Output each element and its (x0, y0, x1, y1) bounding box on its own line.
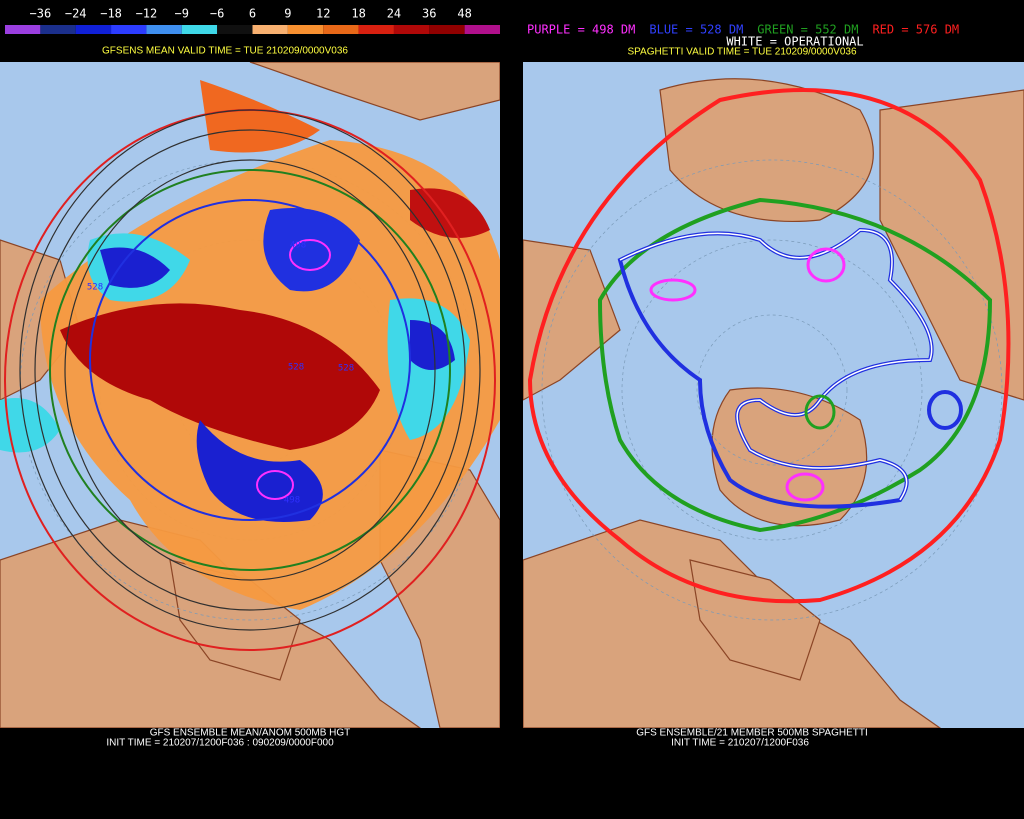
colorbar-label: −6 (210, 7, 224, 21)
left-footer: GFS ENSEMBLE MEAN/ANOM 500MB HGT (150, 728, 351, 739)
colorbar-label: −18 (100, 7, 122, 21)
right-map (523, 62, 1024, 728)
legend-entry: BLUE = 528 DM (649, 23, 743, 37)
colorbar-label: 12 (316, 7, 330, 21)
colorbar-label: 36 (422, 7, 436, 21)
right-footer: GFS ENSEMBLE/21 MEMBER 500MB SPAGHETTI (636, 728, 868, 739)
operational-label: WHITE = OPERATIONAL (726, 35, 863, 49)
left-subtitle: GFSENS MEAN VALID TIME = TUE 210209/0000… (102, 46, 348, 57)
colorbar-label: 18 (351, 7, 365, 21)
contour-label: 498 (290, 241, 306, 251)
left-map (0, 62, 500, 728)
colorbar-label: −12 (136, 7, 158, 21)
right-footer: INIT TIME = 210207/1200F036 (671, 738, 809, 749)
colorbar: −36 −24 −18 −12 −9 −6 6 9 12 18 24 36 48 (5, 7, 500, 34)
right-subtitle: SPAGHETTI VALID TIME = TUE 210209/0000V0… (627, 47, 857, 58)
colorbar-swatch (429, 25, 465, 34)
colorbar-swatch (181, 25, 218, 34)
legend-entry: PURPLE = 498 DM (527, 23, 635, 37)
colorbar-swatch (75, 25, 112, 34)
contour-label: 498 (284, 496, 300, 506)
colorbar-label: −36 (30, 7, 52, 21)
colorbar-swatch (393, 25, 430, 34)
contour-labels: 498 528 528 528 498 (87, 241, 354, 506)
colorbar-swatch (40, 25, 76, 34)
contour-label: 528 (338, 364, 354, 374)
legend-entry: GREEN = 552 DM (757, 23, 858, 37)
colorbar-label: −9 (175, 7, 189, 21)
divider (500, 0, 523, 819)
left-footer: INIT TIME = 210207/1200F036 : 090209/000… (106, 738, 334, 749)
colorbar-swatch (287, 25, 324, 34)
colorbar-swatch (464, 25, 500, 34)
colorbar-label: −24 (65, 7, 87, 21)
colorbar-swatch (111, 25, 147, 34)
contour-label: 528 (87, 283, 103, 293)
colorbar-label: 9 (284, 7, 291, 21)
colorbar-label: 24 (387, 7, 401, 21)
contour-label: 528 (288, 363, 304, 373)
colorbar-swatch (146, 25, 182, 34)
colorbar-label: 6 (249, 7, 256, 21)
legend-entry: RED = 576 DM (872, 23, 959, 37)
colorbar-label: 48 (457, 7, 471, 21)
legend: PURPLE = 498 DM BLUE = 528 DM GREEN = 552 … (527, 23, 959, 37)
colorbar-swatch (323, 25, 359, 34)
colorbar-swatch (217, 25, 253, 34)
colorbar-swatch (252, 25, 288, 34)
colorbar-swatch (5, 25, 41, 34)
colorbar-swatch (358, 25, 394, 34)
